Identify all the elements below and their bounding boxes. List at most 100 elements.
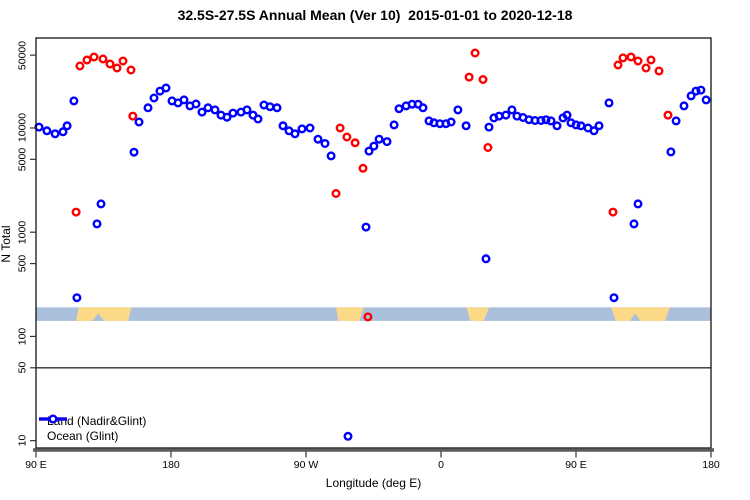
data-point xyxy=(626,52,636,62)
data-point xyxy=(313,134,323,144)
data-point xyxy=(42,126,52,136)
data-point xyxy=(618,53,628,63)
x-tick-label: 90 E xyxy=(25,459,47,471)
data-point xyxy=(663,110,673,120)
data-point xyxy=(58,127,68,137)
data-point xyxy=(464,72,474,82)
data-point xyxy=(594,121,604,131)
data-point xyxy=(118,56,128,66)
data-point xyxy=(128,111,138,121)
data-point xyxy=(483,142,493,152)
data-point xyxy=(179,95,189,105)
data-point xyxy=(149,93,159,103)
data-point xyxy=(389,120,399,130)
x-axis-title: Longitude (deg E) xyxy=(325,476,422,490)
plot-box xyxy=(35,37,712,449)
data-point xyxy=(671,116,681,126)
ocean-series xyxy=(34,83,711,441)
data-point xyxy=(161,83,171,93)
map-strip-land xyxy=(611,307,670,321)
data-point xyxy=(297,124,307,134)
data-point xyxy=(358,163,368,173)
data-point xyxy=(571,120,581,130)
data-point xyxy=(501,110,511,120)
data-point xyxy=(290,129,300,139)
data-point xyxy=(546,116,556,126)
data-point xyxy=(481,254,491,264)
data-point xyxy=(363,312,373,322)
data-point xyxy=(461,121,471,131)
data-point xyxy=(364,146,374,156)
data-point xyxy=(629,219,639,229)
y-tick-label: 50000 xyxy=(16,40,29,70)
data-point xyxy=(374,134,384,144)
y-tick-label: 100 xyxy=(16,327,29,346)
data-point xyxy=(494,111,504,121)
data-point xyxy=(484,122,494,132)
data-point xyxy=(394,104,404,114)
data-point xyxy=(478,74,488,84)
data-point xyxy=(691,86,701,96)
data-point xyxy=(112,63,122,73)
data-point xyxy=(265,102,275,112)
map-strip-notch xyxy=(630,313,641,321)
data-point xyxy=(126,65,136,75)
ocean-legend-symbol-icon xyxy=(39,414,67,424)
data-point xyxy=(222,112,232,122)
data-point xyxy=(320,138,330,148)
land-series xyxy=(71,48,673,322)
data-point xyxy=(82,55,92,65)
data-point xyxy=(552,121,562,131)
data-point xyxy=(89,52,99,62)
y-tick-label: 10000 xyxy=(16,113,29,143)
data-point xyxy=(613,60,623,70)
data-point xyxy=(272,103,282,113)
x-tick-label: 90 E xyxy=(565,459,587,471)
data-point xyxy=(679,101,689,111)
data-point xyxy=(134,117,144,127)
data-point xyxy=(253,114,263,124)
data-point xyxy=(71,207,81,217)
data-point xyxy=(446,117,456,127)
legend: Land (Nadir&Glint) Ocean (Glint) xyxy=(38,413,146,443)
data-point xyxy=(228,108,238,118)
map-strip-land xyxy=(76,307,132,321)
data-point xyxy=(470,48,480,58)
data-point xyxy=(589,126,599,136)
data-point xyxy=(331,188,341,198)
x-tick-label: 0 xyxy=(438,459,444,471)
data-point xyxy=(105,59,115,69)
data-point xyxy=(191,99,201,109)
data-point xyxy=(576,121,586,131)
data-point xyxy=(633,199,643,209)
data-point xyxy=(701,95,711,105)
data-point xyxy=(536,115,546,125)
data-point xyxy=(62,121,72,131)
x-tick-label: 180 xyxy=(162,459,180,471)
data-point xyxy=(654,66,664,76)
x-tick-label: 180 xyxy=(702,459,720,471)
data-point xyxy=(343,431,353,441)
data-point xyxy=(350,138,360,148)
data-point xyxy=(686,91,696,101)
map-strip-land xyxy=(466,307,489,321)
data-point xyxy=(69,96,79,106)
data-point xyxy=(242,105,252,115)
data-point xyxy=(96,199,106,209)
legend-item-ocean: Ocean (Glint) xyxy=(38,414,146,443)
data-point xyxy=(696,85,706,95)
data-point xyxy=(604,98,614,108)
data-point xyxy=(129,147,139,157)
data-point xyxy=(608,207,618,217)
data-point xyxy=(50,129,60,139)
data-point xyxy=(633,56,643,66)
data-point xyxy=(210,105,220,115)
map-strip-land xyxy=(336,307,364,321)
data-point xyxy=(92,219,102,229)
data-point xyxy=(203,103,213,113)
y-tick-label: 10 xyxy=(16,434,29,447)
data-point xyxy=(562,110,572,120)
data-point xyxy=(305,123,315,133)
